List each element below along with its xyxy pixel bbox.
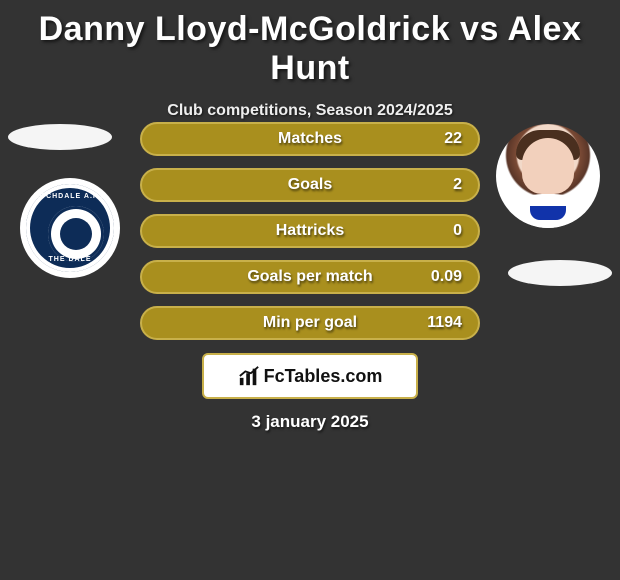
page-subtitle: Club competitions, Season 2024/2025 (0, 102, 620, 120)
date-label: 3 january 2025 (0, 412, 620, 432)
stat-value: 2 (453, 176, 462, 194)
stat-row-goals-per-match: Goals per match 0.09 (140, 260, 480, 294)
stat-row-matches: Matches 22 (140, 122, 480, 156)
avatar-face (522, 138, 574, 194)
stat-value: 0.09 (431, 268, 462, 286)
avatar-collar (530, 206, 566, 220)
flag-left-placeholder (8, 124, 112, 150)
stat-value: 22 (444, 130, 462, 148)
logo-text: FcTables.com (264, 366, 383, 387)
badge-ball-icon (60, 218, 92, 250)
flag-right-placeholder (508, 260, 612, 286)
fctables-logo: FcTables.com (202, 353, 418, 399)
page-title: Danny Lloyd-McGoldrick vs Alex Hunt (0, 0, 620, 88)
badge-top-text: ROCHDALE A.F.C (26, 193, 114, 200)
stat-value: 0 (453, 222, 462, 240)
chart-bar-icon (238, 365, 260, 387)
player-right-avatar (496, 124, 600, 228)
stat-row-min-per-goal: Min per goal 1194 (140, 306, 480, 340)
stat-row-goals: Goals 2 (140, 168, 480, 202)
stat-label: Goals (288, 176, 332, 194)
club-badge-left: ROCHDALE A.F.C THE DALE (26, 184, 114, 272)
player-left-avatar: ROCHDALE A.F.C THE DALE (20, 178, 120, 278)
stat-label: Hattricks (276, 222, 344, 240)
stat-label: Min per goal (263, 314, 357, 332)
stats-list: Matches 22 Goals 2 Hattricks 0 Goals per… (140, 122, 480, 352)
stat-value: 1194 (427, 314, 462, 332)
stat-row-hattricks: Hattricks 0 (140, 214, 480, 248)
stat-label: Goals per match (247, 268, 372, 286)
stat-label: Matches (278, 130, 342, 148)
badge-bottom-text: THE DALE (26, 256, 114, 263)
